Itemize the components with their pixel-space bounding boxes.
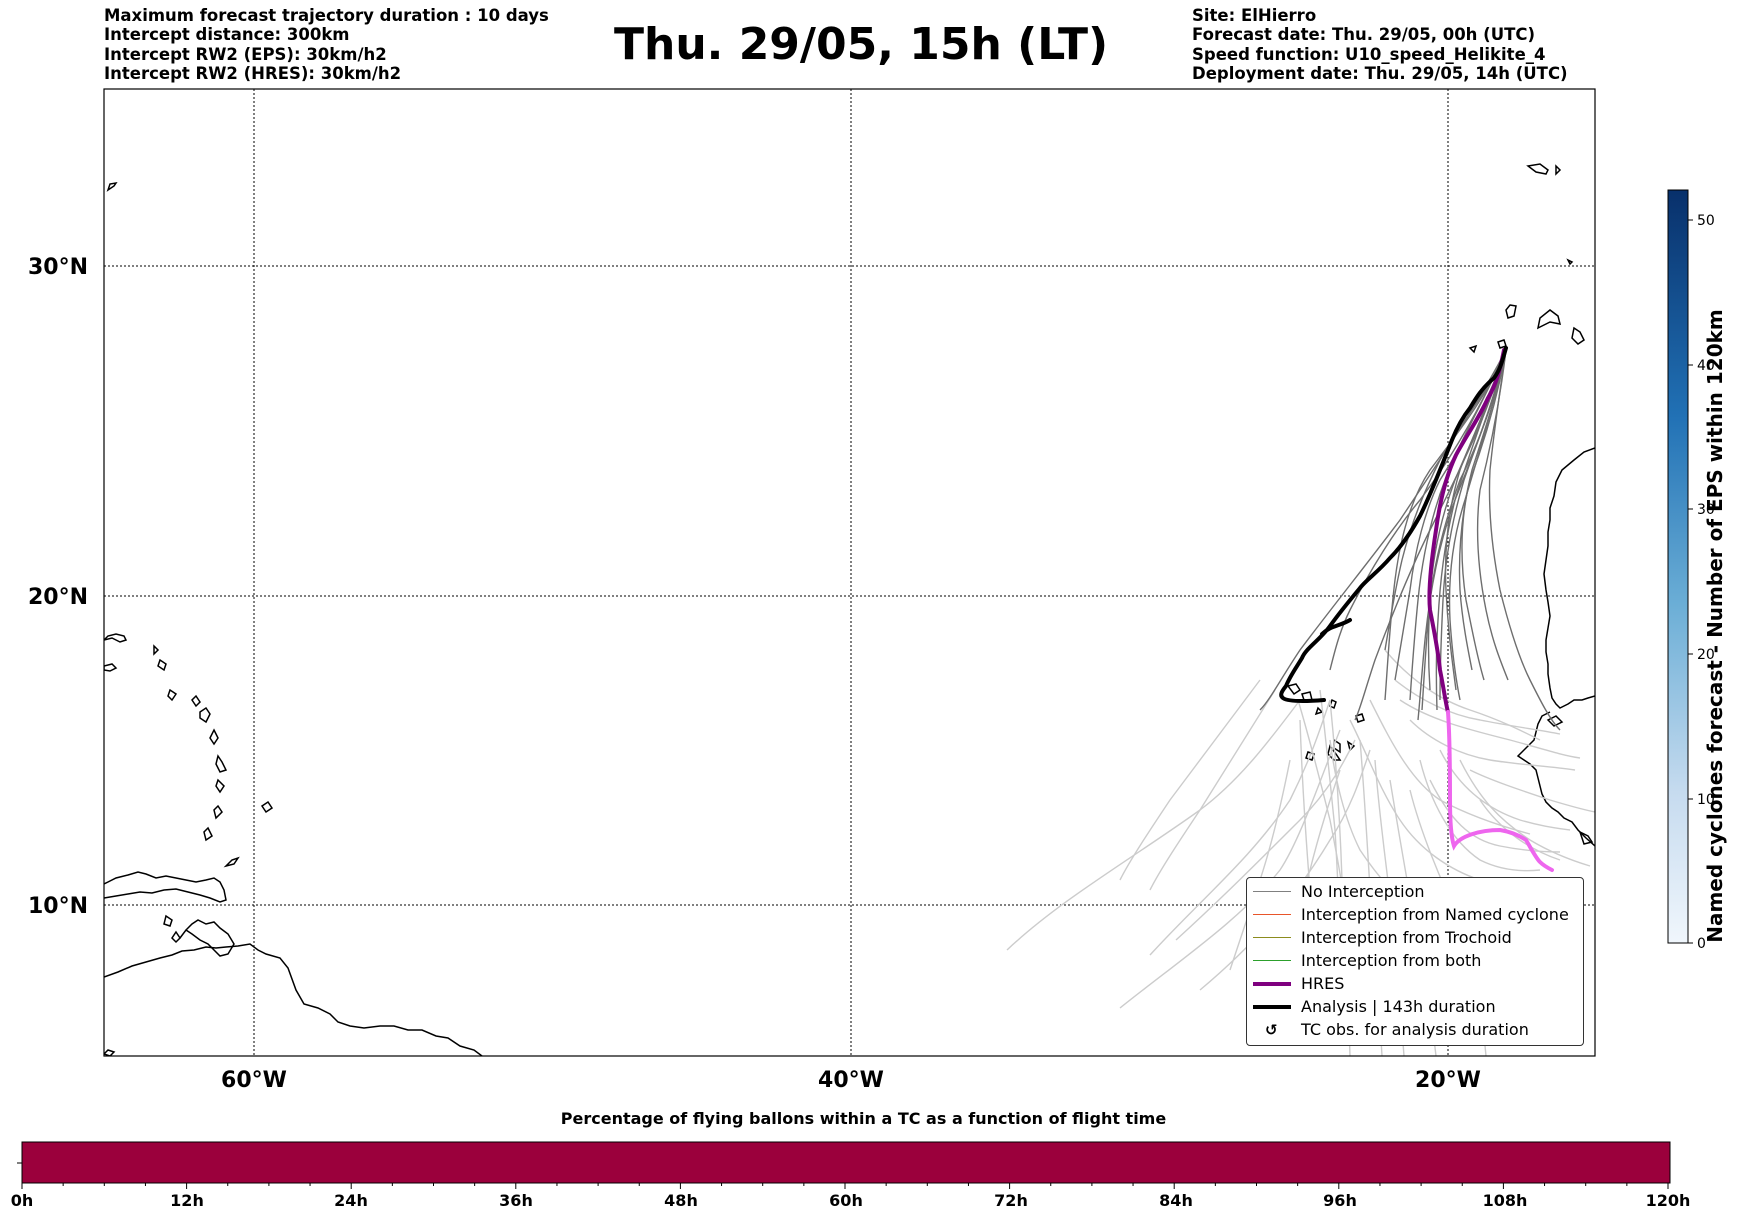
legend-swatch-orange [1253, 914, 1291, 915]
coastlines [104, 163, 1595, 1056]
legend-item-hres: HRES [1247, 973, 1583, 995]
hres-trajectory-late [1446, 710, 1554, 872]
hres-trajectory-early [1427, 348, 1506, 714]
analysis-trajectory [1279, 346, 1508, 703]
flight-tick-48h: 48h [664, 1191, 698, 1210]
colorbar-tick-labels: 50 40 30 20 10 0 [1697, 213, 1715, 952]
forecast-parameters-block: Maximum forecast trajectory duration : 1… [104, 6, 549, 83]
flight-tick-84h: 84h [1159, 1191, 1193, 1210]
colorbar-tick-50: 50 [1697, 213, 1715, 229]
param-line-duration: Maximum forecast trajectory duration : 1… [104, 6, 549, 25]
param-line-intercept-distance: Intercept distance: 300km [104, 25, 350, 45]
lat-label-10n: 10°N [28, 894, 88, 919]
site-line: Site: ElHierro [1192, 6, 1317, 25]
colorbar-tick-0: 0 [1697, 936, 1706, 952]
flight-tick-60h: 60h [829, 1191, 863, 1210]
lon-label-40w: 40°W [818, 1068, 884, 1093]
flight-tick-108h: 108h [1483, 1191, 1528, 1210]
cyclone-symbol-icon: ↺ [1265, 1021, 1278, 1039]
legend-label: HRES [1301, 974, 1345, 993]
flight-tick-0h: 0h [11, 1191, 34, 1210]
legend: No Interception Interception from Named … [1246, 877, 1584, 1046]
legend-item-trochoid: Interception from Trochoid [1247, 927, 1583, 949]
flight-tick-24h: 24h [334, 1191, 368, 1210]
legend-label: Interception from Trochoid [1301, 928, 1512, 947]
legend-swatch-black [1253, 1005, 1291, 1009]
flight-tick-72h: 72h [994, 1191, 1028, 1210]
lat-label-20n: 20°N [28, 585, 88, 610]
legend-item-tc-obs: ↺ TC obs. for analysis duration [1247, 1019, 1583, 1041]
legend-swatch-purple [1253, 982, 1291, 986]
legend-item-analysis: Analysis | 143h duration [1247, 996, 1583, 1018]
colorbar-label: Named cyclones forecast - Number of EPS … [1703, 309, 1727, 943]
colorbar-ticks [1688, 219, 1693, 944]
param-line-rw2-eps: Intercept RW2 (EPS): 30km/h2 [104, 44, 387, 64]
eps-trajectories-early [1259, 349, 1561, 731]
flight-tick-12h: 12h [170, 1191, 204, 1210]
speed-function-line: Speed function: U10_speed_Helikite_4 [1192, 44, 1546, 64]
map-frame [103, 88, 1596, 1057]
colorbar-tick-20: 20 [1697, 647, 1715, 663]
colorbar-tick-40: 40 [1697, 358, 1715, 374]
legend-item-both: Interception from both [1247, 950, 1583, 972]
legend-swatch-green [1253, 960, 1291, 961]
colorbar-tick-30: 30 [1697, 502, 1715, 518]
forecast-date-line: Forecast date: Thu. 29/05, 00h (UTC) [1192, 25, 1536, 45]
site-info-block: Site: ElHierro Forecast date: Thu. 29/05… [1192, 6, 1568, 83]
legend-item-no-interception: No Interception [1247, 881, 1583, 903]
legend-label: Interception from both [1301, 951, 1482, 970]
legend-item-named-cyclone: Interception from Named cyclone [1247, 904, 1583, 926]
flight-time-bar-title: Percentage of flying ballons within a TC… [560, 1109, 1167, 1128]
colorbar-tick-10: 10 [1697, 792, 1715, 808]
lon-label-60w: 60°W [221, 1068, 287, 1093]
legend-label: Interception from Named cyclone [1301, 905, 1569, 924]
legend-swatch-gray [1253, 891, 1291, 892]
flight-time-bar-ticks [21, 1183, 1669, 1189]
flight-tick-120h: 120h [1646, 1191, 1691, 1210]
longitude-labels: 60°W 40°W 20°W [221, 1068, 1481, 1093]
lon-label-20w: 20°W [1415, 1068, 1481, 1093]
latitude-labels: 30°N 20°N 10°N [28, 255, 88, 919]
lat-label-30n: 30°N [28, 255, 88, 280]
legend-label: No Interception [1301, 882, 1425, 901]
colorbar-gradient [1667, 189, 1689, 944]
deployment-date-line: Deployment date: Thu. 29/05, 14h (UTC) [1192, 63, 1568, 83]
param-line-rw2-hres: Intercept RW2 (HRES): 30km/h2 [104, 63, 402, 83]
flight-time-bar [21, 1141, 1671, 1184]
flight-time-tick-labels: 0h 12h 24h 36h 48h 60h 72h 84h 96h 108h … [11, 1191, 1691, 1210]
flight-tick-36h: 36h [499, 1191, 533, 1210]
flight-tick-96h: 96h [1323, 1191, 1357, 1210]
page-title: Thu. 29/05, 15h (LT) [614, 19, 1109, 70]
legend-label: Analysis | 143h duration [1301, 997, 1496, 1016]
legend-label: TC obs. for analysis duration [1301, 1020, 1529, 1039]
legend-swatch-olive [1253, 937, 1291, 938]
